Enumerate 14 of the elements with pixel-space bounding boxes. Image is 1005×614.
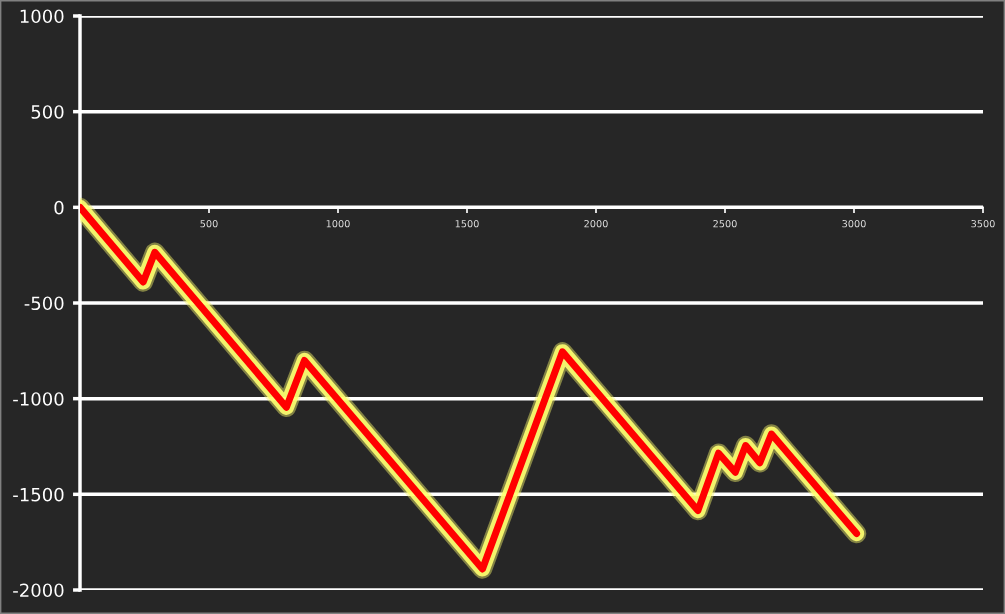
y-tick-label: 0 <box>54 200 64 215</box>
y-tick-label: -1000 <box>13 392 64 406</box>
x-tick-label: 3500 <box>971 220 995 228</box>
x-tick-label: 2500 <box>713 220 737 228</box>
x-tick-label: 2000 <box>584 220 608 228</box>
x-tick-label: 3000 <box>842 220 866 228</box>
y-tick-label: -500 <box>24 296 64 311</box>
y-tick-label: 500 <box>31 105 64 119</box>
y-tick-label: -2000 <box>13 583 64 598</box>
x-tick-label: 1000 <box>326 220 350 228</box>
y-tick-label: 1000 <box>20 9 64 24</box>
x-tick-label: 500 <box>200 220 218 228</box>
y-tick-label: -1500 <box>13 487 64 502</box>
x-tick-label: 1500 <box>455 220 479 228</box>
